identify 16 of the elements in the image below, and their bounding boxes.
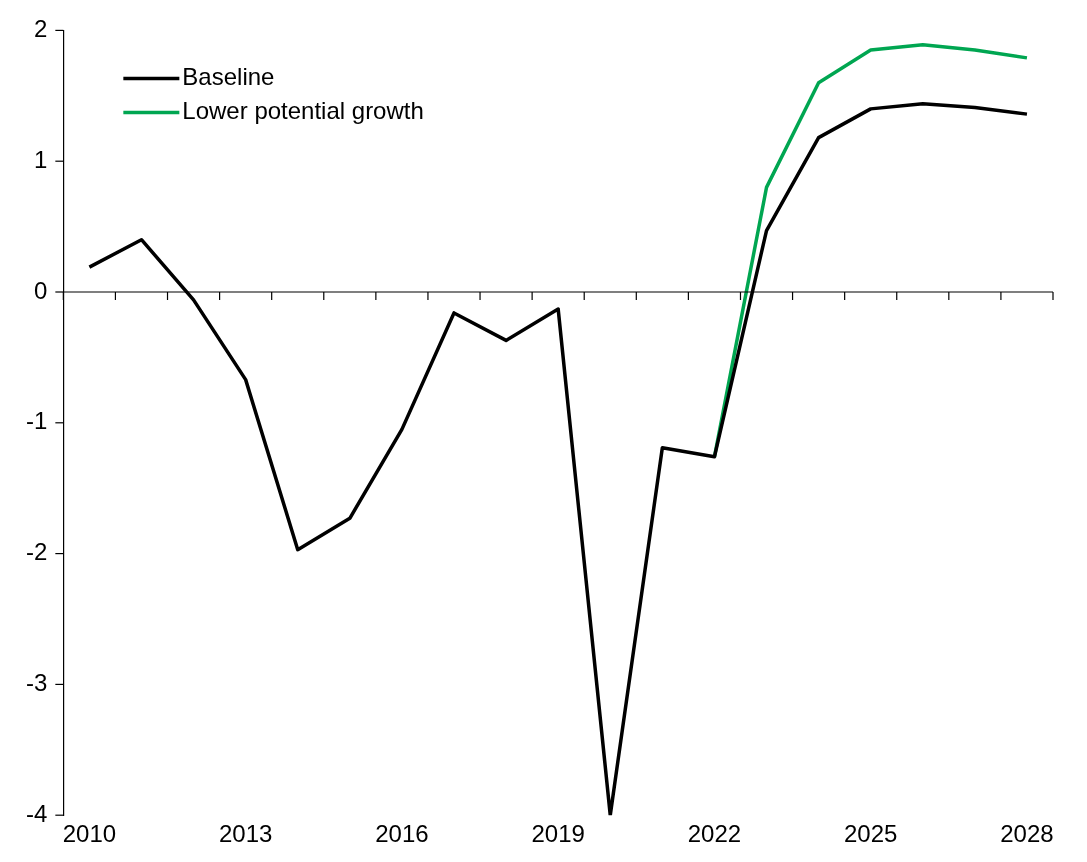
y-tick-label: -2 (26, 538, 48, 566)
y-tick-label: -4 (26, 799, 48, 827)
x-tick-label: 2016 (375, 820, 429, 848)
x-tick-label: 2010 (62, 820, 117, 848)
x-tick-label: 2028 (1000, 820, 1054, 848)
legend-label: Baseline (182, 63, 275, 91)
x-tick-label: 2019 (531, 820, 585, 848)
x-tick-label: 2013 (218, 820, 273, 848)
y-tick-label: 2 (33, 15, 48, 43)
x-tick-label: 2022 (687, 820, 742, 848)
legend-label: Lower potential growth (182, 97, 424, 125)
y-tick-label: -3 (26, 669, 48, 697)
y-tick-label: -1 (26, 407, 48, 435)
x-tick-label: 2025 (844, 820, 898, 848)
y-tick-label: 0 (33, 276, 48, 304)
y-tick-label: 1 (33, 145, 48, 173)
